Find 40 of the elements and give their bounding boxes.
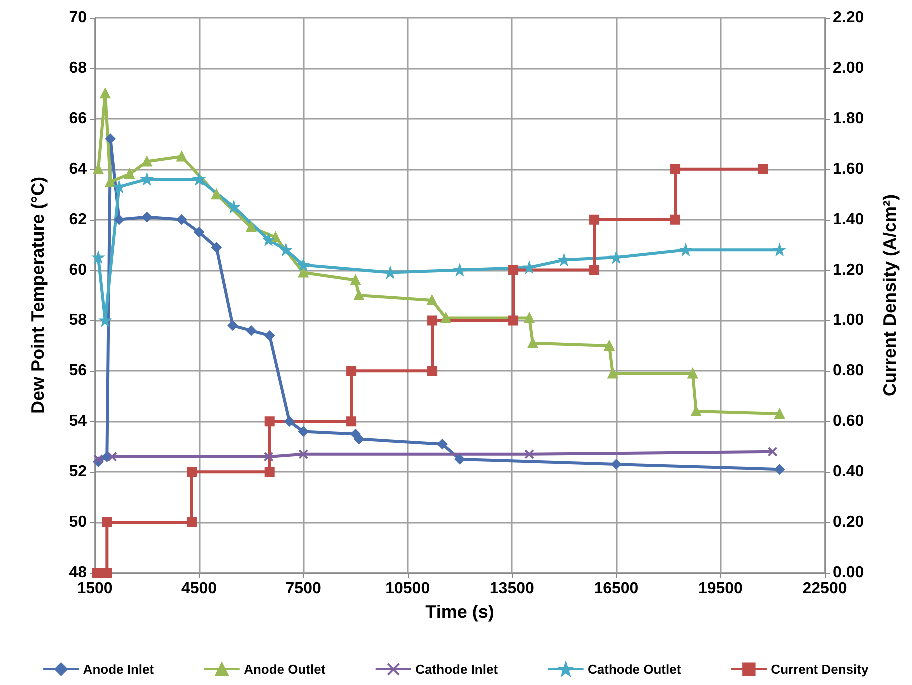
y2-tick-label: 2.20 xyxy=(833,10,864,26)
x-tick-label: 4500 xyxy=(181,580,218,598)
y-tick-label: 52 xyxy=(69,464,88,481)
y2-tick-label: 0.80 xyxy=(833,362,864,380)
legend-label: Anode Inlet xyxy=(83,662,155,677)
y-tick-label: 54 xyxy=(69,413,88,430)
y2-tick-label: 1.60 xyxy=(833,160,864,178)
x-tick-label: 22500 xyxy=(802,580,848,598)
y-tick-label: 50 xyxy=(69,514,88,532)
legend-label: Current Density xyxy=(771,662,870,677)
y2-tick-label: 0.00 xyxy=(833,564,864,582)
y-tick-label: 58 xyxy=(69,312,88,330)
y-tick-label: 66 xyxy=(69,110,88,128)
legend-label: Anode Outlet xyxy=(244,662,326,677)
x-tick-label: 16500 xyxy=(594,580,639,598)
x-axis-title: Time (s) xyxy=(426,602,494,622)
y-tick-label: 68 xyxy=(69,60,88,77)
y2-tick-label: 0.60 xyxy=(833,413,864,430)
y2-tick-label: 1.80 xyxy=(833,110,864,128)
y-tick-label: 64 xyxy=(69,160,88,178)
legend-label: Cathode Outlet xyxy=(588,662,682,677)
y2-tick-label: 1.00 xyxy=(833,312,864,330)
y2-tick-label: 0.20 xyxy=(833,514,864,532)
y-tick-label: 48 xyxy=(69,564,88,582)
x-tick-label: 1500 xyxy=(77,580,113,598)
y-tick-label: 70 xyxy=(69,10,88,26)
x-tick-label: 7500 xyxy=(286,580,322,598)
y2-axis-title: Current Density (A/cm²) xyxy=(880,194,900,397)
y-axis-title: Dew Point Temperature (°C) xyxy=(28,177,48,414)
y2-tick-label: 1.40 xyxy=(833,211,864,228)
y2-tick-label: 0.40 xyxy=(833,464,864,481)
x-tick-label: 19500 xyxy=(698,580,744,598)
y2-tick-label: 2.00 xyxy=(833,60,864,77)
y-tick-label: 56 xyxy=(69,362,88,380)
x-tick-label: 10500 xyxy=(386,580,430,598)
y2-tick-label: 1.20 xyxy=(833,262,864,279)
y-tick-label: 60 xyxy=(69,262,88,279)
x-tick-label: 13500 xyxy=(490,580,534,598)
legend-label: Cathode Inlet xyxy=(416,662,499,677)
y-tick-label: 62 xyxy=(69,211,88,228)
